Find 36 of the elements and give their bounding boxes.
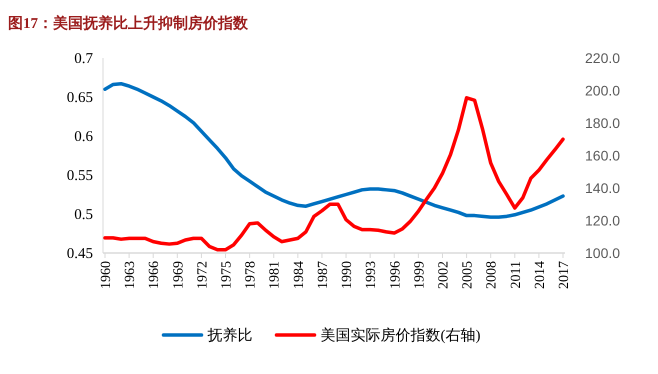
x-tick-label: 1981: [268, 261, 283, 289]
x-tick-label: 2005: [460, 261, 476, 289]
chart-title: 图17：美国抚养比上升抑制房价指数: [8, 14, 249, 32]
y-tick-label: 0.65: [66, 90, 93, 106]
x-tick-label: 2017: [557, 261, 572, 289]
x-tick-label: 1966: [147, 261, 162, 289]
x-tick-label: 1960: [99, 261, 114, 289]
x-tick-label: 1972: [195, 261, 210, 289]
y2-tick-label: 160.0: [585, 148, 620, 164]
x-tick-label: 1975: [220, 261, 235, 289]
x-tick-label: 2011: [508, 261, 524, 288]
x-tick-label: 1996: [388, 261, 404, 289]
x-tick-label: 1999: [412, 261, 428, 289]
x-tick-label: 1987: [316, 261, 331, 289]
y-tick-label: 0.5: [74, 207, 93, 223]
y2-tick-label: 180.0: [585, 115, 620, 131]
y-tick-label: 0.45: [66, 246, 93, 262]
x-tick-label: 1963: [123, 261, 138, 289]
x-tick-label: 1984: [292, 261, 307, 289]
y2-tick-label: 120.0: [585, 212, 620, 228]
legend-label: 美国实际房价指数(右轴): [320, 327, 480, 344]
x-tick-label: 2002: [436, 261, 452, 289]
x-tick-label: 1978: [244, 261, 259, 289]
y2-tick-label: 220.0: [585, 50, 620, 66]
y-tick-label: 0.7: [74, 51, 94, 67]
y-tick-label: 0.55: [66, 168, 93, 184]
y2-tick-label: 100.0: [585, 245, 620, 261]
y2-tick-label: 200.0: [585, 82, 620, 98]
x-tick-label: 1993: [364, 261, 380, 289]
x-tick-label: 1969: [171, 261, 186, 289]
x-tick-label: 1990: [340, 261, 356, 289]
x-tick-label: 2014: [532, 261, 548, 289]
y-tick-label: 0.6: [74, 129, 94, 145]
x-tick-label: 2008: [484, 261, 500, 289]
y2-tick-label: 140.0: [585, 180, 620, 196]
legend-label: 抚养比: [206, 327, 252, 344]
